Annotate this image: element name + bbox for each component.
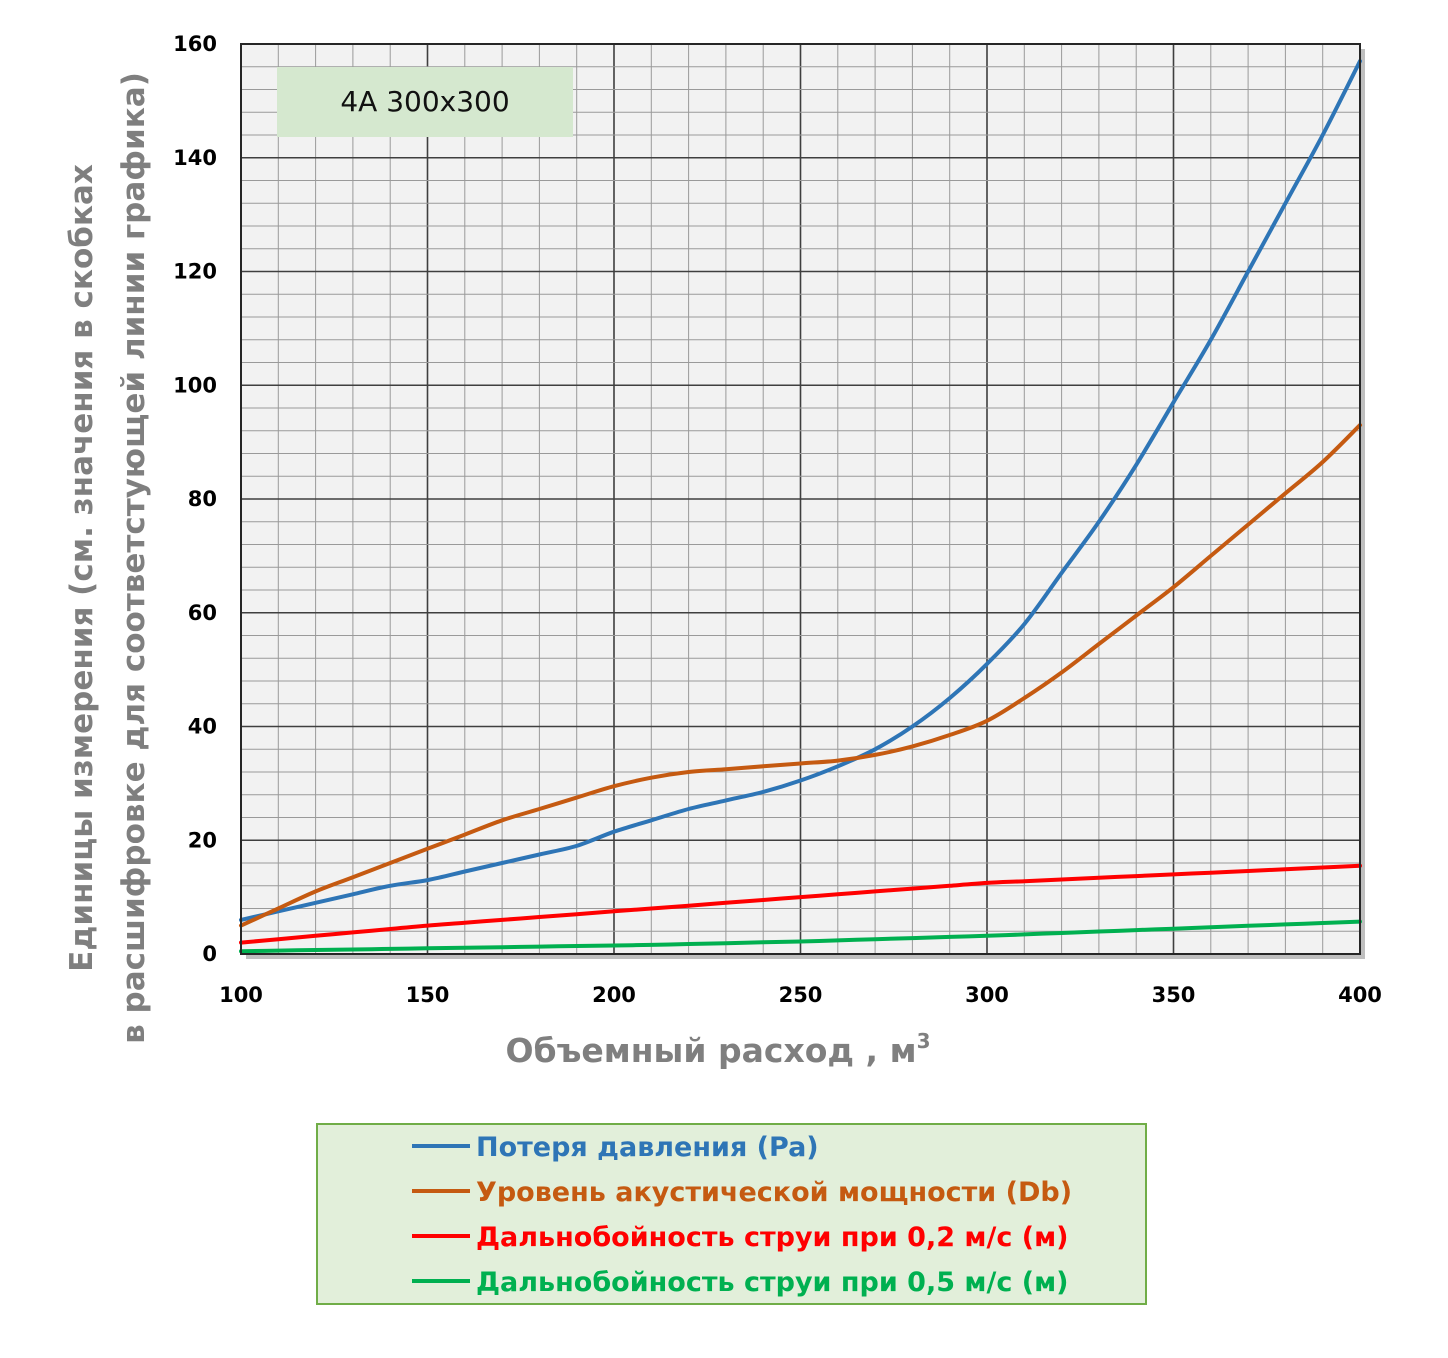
y-tick-label: 0: [202, 942, 217, 966]
legend-label: Потеря давления (Pa): [476, 1132, 819, 1163]
x-tick-label: 100: [219, 983, 263, 1007]
grid: [240, 43, 1361, 955]
x-axis-ticks: 100 150 200 250 300 350 400: [219, 983, 1382, 1007]
x-axis-title-superscript: 3: [917, 1029, 931, 1053]
y-tick-label: 100: [173, 373, 217, 397]
series-lines: [239, 59, 1362, 954]
x-tick-label: 400: [1338, 983, 1382, 1007]
legend-label: Дальнобойность струи при 0,2 м/с (м): [476, 1222, 1068, 1253]
series-line-2: [239, 423, 1362, 928]
annotation-text: 4A 300x300: [340, 85, 509, 118]
y-axis-ticks: 0 20 40 60 80 100 120 140 160: [173, 32, 217, 966]
x-tick-label: 250: [779, 983, 823, 1007]
legend-box: [316, 1123, 1147, 1305]
y-tick-label: 160: [173, 32, 217, 56]
legend-label: Уровень акустической мощности (Db): [476, 1177, 1072, 1208]
legend: Потеря давления (Pa) Уровень акустической…: [316, 1123, 1147, 1305]
y-tick-label: 60: [188, 601, 217, 625]
y-tick-label: 40: [188, 715, 217, 739]
x-tick-label: 150: [406, 983, 450, 1007]
annotation-box: [277, 67, 573, 137]
y-tick-label: 80: [188, 487, 217, 511]
y-tick-label: 140: [173, 146, 217, 170]
chart-annotation: 4A 300x300: [277, 67, 573, 137]
x-tick-label: 300: [965, 983, 1009, 1007]
x-tick-label: 350: [1152, 983, 1196, 1007]
series-line-1: [239, 59, 1362, 922]
legend-label: Дальнобойность струи при 0,5 м/с (м): [476, 1267, 1068, 1298]
y-tick-label: 120: [173, 260, 217, 284]
x-axis-title: Объемный расход , м3: [506, 1029, 931, 1070]
y-tick-label: 20: [188, 828, 217, 852]
plot-border: [240, 43, 1361, 955]
y-axis-title-line2: в расшифровке для соответстующей линии г…: [116, 72, 152, 1044]
y-axis-title-line1: Единицы измерения (см. значения в скобка…: [64, 164, 100, 972]
series-line-4: [239, 919, 1362, 954]
series-line-3: [239, 863, 1362, 945]
x-tick-label: 200: [592, 983, 636, 1007]
